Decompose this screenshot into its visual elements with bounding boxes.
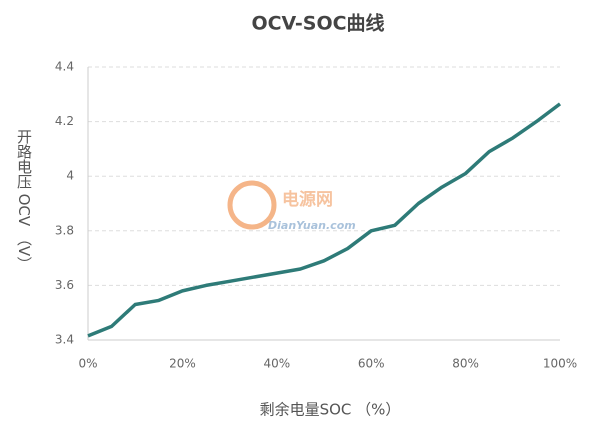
y-tick-label: 3.8	[55, 223, 74, 237]
x-tick-label: 20%	[169, 357, 196, 371]
x-tick-label: 60%	[358, 357, 385, 371]
watermark-text: 电源网	[282, 189, 333, 210]
x-axis-title: 剩余电量SOC （%）	[260, 401, 401, 419]
y-axis-title: 开路电压 OCV （V）	[15, 129, 33, 271]
x-tick-label: 40%	[263, 357, 290, 371]
x-tick-label: 0%	[78, 357, 97, 371]
watermark-logo	[227, 180, 277, 230]
chart-title: OCV-SOC曲线	[251, 12, 384, 35]
y-tick-label: 3.4	[55, 333, 74, 347]
watermark-url: DianYuan.com	[268, 219, 356, 232]
y-tick-label: 4.2	[55, 114, 74, 128]
x-tick-label: 80%	[452, 357, 479, 371]
y-tick-label: 4.4	[55, 60, 74, 74]
x-tick-label: 100%	[543, 357, 577, 371]
data-line	[87, 102, 562, 338]
watermark: 电源网 DianYuan.com	[227, 180, 356, 232]
y-tick-label: 4	[66, 169, 74, 183]
y-tick-label: 3.6	[55, 278, 74, 292]
